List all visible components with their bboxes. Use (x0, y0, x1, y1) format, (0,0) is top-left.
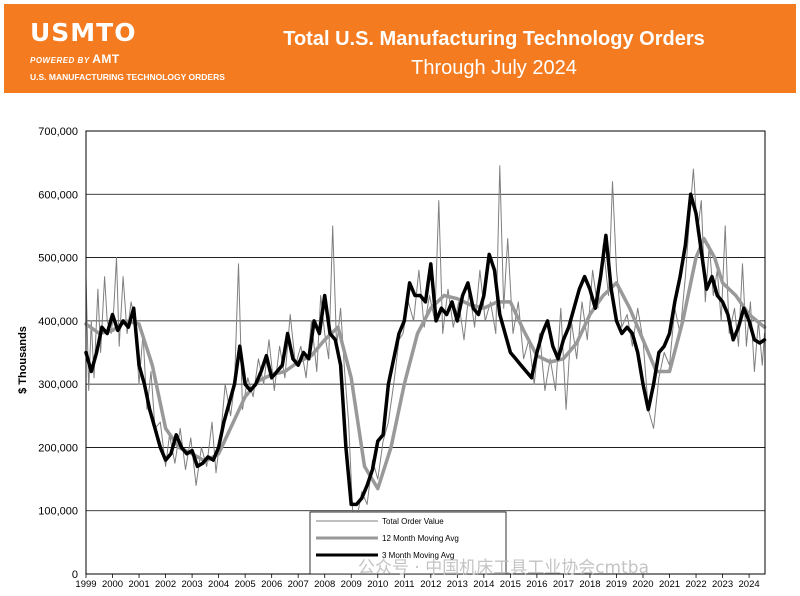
x-tick-label: 2023 (712, 579, 733, 590)
x-tick-label: 2008 (314, 579, 335, 590)
x-tick-label: 2013 (447, 579, 468, 590)
x-tick-label: 2017 (553, 579, 574, 590)
x-tick-label: 1999 (75, 579, 96, 590)
y-tick-label: 300,000 (38, 379, 78, 391)
y-axis-label: $ Thousands (17, 326, 29, 394)
y-tick-labels: 0 100,000 200,000 300,000 400,000 500,000 600,… (38, 126, 78, 581)
x-tick-label: 2011 (394, 579, 414, 590)
series-lines (84, 165, 767, 521)
logo-subtitle: U.S. MANUFACTURING TECHNOLOGY ORDERS (30, 72, 225, 82)
plot-frame (85, 130, 766, 575)
x-tick-label: 2010 (367, 579, 388, 590)
y-tick-label: 700,000 (38, 126, 78, 138)
legend: Total Order Value 12 Month Moving Avg 3 … (309, 511, 507, 575)
x-tick-label: 2018 (579, 579, 600, 590)
powered-by-label: POWERED BY AMT (30, 52, 120, 66)
legend-label-total: Total Order Value (382, 517, 444, 526)
x-tick-label: 2019 (606, 579, 627, 590)
x-tick-label: 2007 (288, 579, 309, 590)
x-tick-label: 2015 (500, 579, 521, 590)
x-tick-label: 2002 (155, 579, 176, 590)
usmto-logo: USMTO (30, 18, 137, 47)
x-tick-label: 2003 (182, 579, 203, 590)
x-tick-label: 2022 (685, 579, 706, 590)
legend-box (309, 511, 507, 575)
x-tick-label: 2020 (632, 579, 653, 590)
header-banner: USMTO POWERED BY AMT U.S. MANUFACTURING … (4, 4, 796, 93)
y-tick-label: 500,000 (38, 253, 78, 265)
powered-by-text: POWERED BY (30, 56, 90, 65)
watermark: 公众号 · 中国机床工具工业协会cmtba (358, 558, 649, 578)
chart-title: Total U.S. Manufacturing Technology Orde… (283, 28, 705, 50)
legend-label-12mo: 12 Month Moving Avg (382, 534, 459, 543)
legend-label-3mo: 3 Month Moving Avg (382, 551, 454, 560)
x-tick-labels: 1999 2000 2001 2002 2003 2004 2005 2006 2007 2008… (75, 574, 760, 590)
x-tick-label: 2012 (420, 579, 441, 590)
x-tick-label: 2004 (208, 579, 229, 590)
y-tick-label: 400,000 (38, 316, 78, 328)
chart-subtitle: Through July 2024 (411, 57, 577, 79)
x-tick-label: 2024 (739, 579, 760, 590)
x-tick-label: 2021 (659, 579, 680, 590)
y-tick-label: 0 (72, 569, 78, 581)
x-tick-label: 2009 (341, 579, 362, 590)
x-tick-label: 2014 (473, 579, 494, 590)
amt-logo: AMT (92, 52, 120, 66)
series-line-12-month-moving-avg (84, 236, 767, 491)
x-tick-label: 2001 (128, 579, 149, 590)
y-tick-label: 600,000 (38, 189, 78, 201)
x-tick-label: 2016 (526, 579, 547, 590)
y-tick-label: 100,000 (38, 506, 78, 518)
x-tick-label: 2006 (261, 579, 282, 590)
series-line-total-order-value (85, 165, 765, 521)
x-tick-label: 2000 (102, 579, 123, 590)
x-tick-label: 2005 (235, 579, 256, 590)
gridlines (86, 193, 765, 512)
series-line-3-month-moving-avg (84, 192, 767, 507)
y-tick-label: 200,000 (38, 442, 78, 454)
